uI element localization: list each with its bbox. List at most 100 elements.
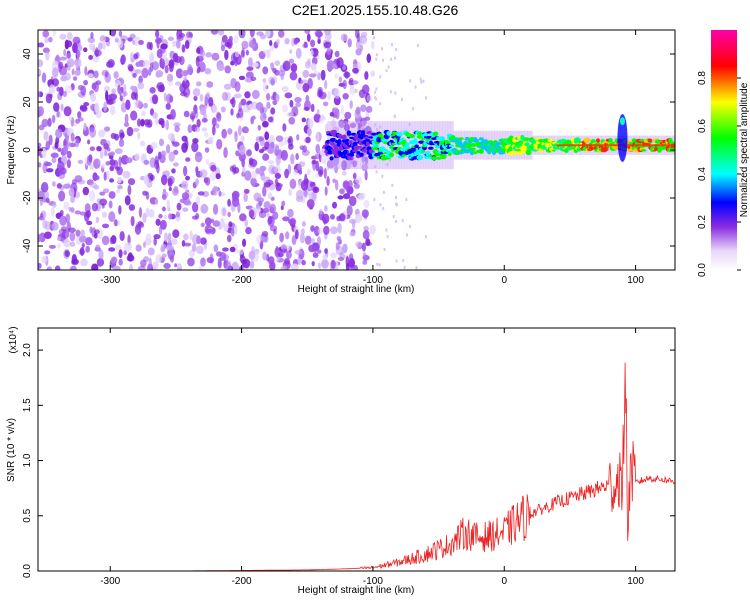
spectrogram-speckle — [425, 96, 428, 100]
spectrogram-noise-cell — [173, 122, 181, 127]
spectrogram-x-tick-label: 0 — [501, 275, 507, 286]
spectrogram-noise-cell — [370, 70, 376, 77]
spectrogram-noise-cell — [185, 175, 190, 181]
spectrogram-noise-cell — [275, 154, 281, 166]
spectrogram-noise-cell — [156, 48, 163, 59]
spectrogram-noise-cell — [74, 210, 81, 215]
spectrogram-speckle — [401, 219, 404, 223]
spectrogram-speckle — [381, 174, 384, 178]
spectrogram-noise-cell — [343, 123, 350, 132]
spectrogram-band-halo — [383, 121, 387, 170]
spectrogram-band-cell — [329, 156, 334, 161]
spectrogram-noise-cell — [355, 39, 361, 50]
spectrogram-noise-cell — [290, 263, 299, 270]
spectrogram-band-cell — [350, 153, 355, 157]
spectrogram-noise-cell — [183, 165, 188, 177]
spectrogram-noise-cell — [111, 88, 116, 95]
spectrogram-noise-cell — [52, 30, 56, 37]
spectrogram-noise-cell — [337, 195, 344, 200]
spectrogram-noise-cell — [282, 104, 289, 113]
spectrogram-noise-cell — [264, 131, 270, 141]
spectrogram-band-cell — [457, 137, 465, 141]
spectrogram-noise-cell — [317, 227, 324, 235]
spectrogram-noise-cell — [45, 51, 50, 61]
colorbar-tick-label: 0.4 — [697, 167, 708, 181]
spectrogram-band-cell — [366, 131, 373, 135]
spectrogram-noise-cell — [221, 91, 229, 101]
snr-x-ticks: -300 -200 -100 0 100 — [100, 328, 644, 587]
spectrogram-noise-cell — [108, 191, 116, 199]
spectrogram-speckle — [415, 266, 418, 270]
spectrogram-noise-cell — [251, 170, 257, 179]
spectrogram-noise-cell — [216, 138, 223, 150]
spectrogram-noise-cell — [94, 102, 100, 113]
spectrogram-noise-cell — [365, 105, 373, 113]
spectrogram-noise-cell — [145, 207, 150, 218]
spectrogram-noise-cell — [65, 213, 71, 223]
spectrogram-noise-cell — [315, 160, 320, 172]
spectrogram-noise-cell — [332, 178, 336, 184]
spectrogram-band-halo — [401, 121, 404, 170]
spectrogram-noise-cell — [52, 67, 59, 78]
spectrogram-noise-cell — [267, 215, 273, 225]
spectrogram-noise-cell — [326, 60, 335, 71]
spectrogram-noise-cell — [300, 79, 304, 85]
spectrogram-noise-cell — [213, 244, 219, 253]
spectrogram-noise-cell — [149, 52, 155, 63]
spectrogram-noise-cell — [346, 205, 353, 217]
spectrogram-noise-cell — [196, 235, 201, 245]
spectrogram-noise-cell — [44, 250, 51, 255]
spectrogram-noise-cell — [300, 180, 309, 191]
spectrogram-noise-cell — [224, 65, 231, 74]
spectrogram-noise-cell — [93, 232, 98, 239]
spectrogram-noise-cell — [199, 107, 207, 116]
spectrogram-noise-cell — [307, 118, 314, 130]
spectrogram-noise-cell — [189, 230, 193, 240]
spectrogram-noise-cell — [160, 174, 168, 186]
spectrogram-noise-cell — [244, 91, 251, 99]
spectrogram-noise-cell — [243, 188, 250, 194]
spectrogram-noise-cell — [38, 91, 41, 98]
spectrogram-noise-cell — [117, 185, 123, 190]
spectrogram-noise-cell — [158, 225, 163, 236]
spectrogram-noise-cell — [344, 111, 352, 120]
spectrogram-noise-cell — [212, 104, 218, 113]
spectrogram-noise-cell — [74, 69, 81, 76]
spectrogram-noise-cell — [317, 72, 321, 81]
spectrogram-noise-cell — [138, 39, 144, 45]
spectrogram-noise-cell — [88, 190, 96, 202]
spectrogram-band-halo — [399, 121, 403, 170]
spectrogram-band-halo — [380, 121, 384, 170]
spectrogram-noise-cell — [117, 176, 122, 184]
spectrogram-noise-cell — [160, 150, 167, 157]
spectrogram-noise-cell — [155, 30, 160, 39]
spectrogram-noise-cell — [318, 165, 324, 176]
spectrogram-noise-cell — [220, 206, 228, 217]
spectrogram-noise-cell — [187, 124, 193, 134]
spectrogram-noise-cell — [317, 249, 322, 254]
spectrogram-noise-cell — [158, 213, 163, 219]
spectrogram-noise-cell — [320, 69, 326, 81]
spectrogram-noise-cell — [224, 261, 232, 270]
spectrogram-noise-cell — [220, 106, 226, 113]
spectrogram-speckle — [400, 130, 403, 134]
spectrogram-noise-cell — [67, 227, 76, 233]
spectrogram-noise-cell — [330, 259, 336, 269]
spectrogram-noise-cell — [172, 229, 180, 238]
spectrogram-noise-cell — [251, 62, 259, 68]
spectrogram-noise-cell — [302, 69, 310, 78]
colorbar-label: Normalized spectral amplitude — [739, 82, 750, 217]
spectrogram-noise-cell — [142, 190, 148, 196]
spectrogram-noise-cell — [75, 118, 80, 124]
spectrogram-noise-cell — [290, 153, 295, 165]
spectrogram-noise-cell — [142, 241, 147, 248]
spectrogram-noise-cell — [314, 30, 323, 38]
spectrogram-noise-cell — [303, 41, 308, 48]
spectrogram-noise-cell — [118, 139, 125, 148]
spectrogram-noise-cell — [56, 182, 62, 189]
spectrogram-noise-cell — [179, 55, 185, 66]
spectrogram-noise-cell — [204, 147, 210, 153]
spectrogram-noise-cell — [273, 164, 281, 175]
spectrogram-noise-cell — [134, 69, 142, 74]
spectrogram-noise-cell — [224, 49, 229, 61]
